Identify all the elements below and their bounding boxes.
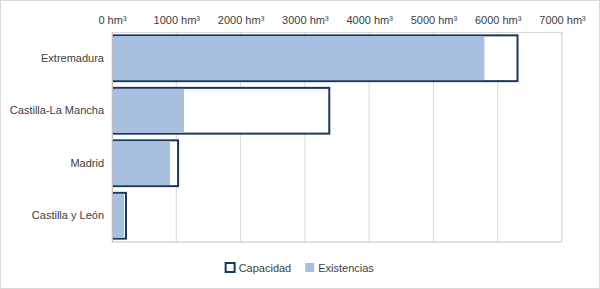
plot-frame — [112, 242, 562, 243]
x-tick: 3000 hm³ — [282, 14, 329, 32]
chart: 0 hm³ 1000 hm³ 2000 hm³ 3000 hm³ 4000 hm³ 500… — [0, 0, 600, 289]
x-tick-label: 4000 hm³ — [346, 14, 393, 26]
y-tick: Castilla y León — [32, 209, 112, 221]
x-tick: 6000 hm³ — [475, 14, 522, 32]
bar-capacidad — [113, 35, 518, 81]
plot: 0 hm³ 1000 hm³ 2000 hm³ 3000 hm³ 4000 hm³ 500… — [10, 14, 586, 242]
y-axis: Extremadura Castilla-La Mancha Madrid Casti… — [10, 32, 113, 242]
x-tick: 2000 hm³ — [218, 14, 265, 32]
x-tick-label: 1000 hm³ — [154, 14, 201, 26]
bar-capacidad — [113, 193, 126, 239]
y-tick-label: Castilla-La Mancha — [10, 104, 105, 116]
y-tick: Castilla-La Mancha — [10, 104, 112, 116]
y-tick-label: Castilla y León — [32, 209, 104, 221]
x-tick-label: 7000 hm³ — [539, 14, 586, 26]
grid — [112, 32, 562, 242]
x-axis: 0 hm³ 1000 hm³ 2000 hm³ 3000 hm³ 4000 hm³ 500… — [98, 14, 586, 33]
plot-frame — [562, 32, 563, 242]
legend-swatch — [305, 263, 314, 272]
bars — [112, 35, 518, 238]
legend-label: Capacidad — [239, 262, 292, 274]
x-tick: 7000 hm³ — [539, 14, 586, 32]
bar-existencias — [112, 194, 124, 238]
x-tick-label: 0 hm³ — [98, 14, 126, 26]
legend-label: Existencias — [318, 262, 374, 274]
grid-line — [562, 32, 563, 242]
x-tick: 1000 hm³ — [154, 14, 201, 32]
legend-item: Existencias — [305, 262, 374, 274]
x-tick: 0 hm³ — [98, 14, 126, 32]
x-tick: 5000 hm³ — [411, 14, 458, 32]
x-axis-line — [113, 32, 563, 33]
bar-capacidad — [113, 88, 329, 134]
y-tick-label: Madrid — [70, 157, 104, 169]
bar-existencias — [112, 141, 170, 185]
grid-line — [112, 32, 113, 242]
x-tick-label: 5000 hm³ — [411, 14, 458, 26]
legend: Capacidad Existencias — [226, 262, 375, 274]
chart-border — [1, 1, 600, 289]
y-tick: Extremadura — [41, 52, 112, 64]
x-tick: 4000 hm³ — [346, 14, 393, 32]
legend-item: Capacidad — [226, 262, 292, 274]
bar-capacidad — [113, 140, 178, 186]
y-tick: Madrid — [70, 157, 112, 169]
y-tick-label: Extremadura — [41, 52, 105, 64]
x-tick-label: 2000 hm³ — [218, 14, 265, 26]
legend-swatch — [226, 263, 235, 272]
x-tick-label: 3000 hm³ — [282, 14, 329, 26]
y-axis-line — [112, 32, 113, 242]
bar-existencias — [112, 36, 484, 80]
bar-existencias — [112, 89, 184, 133]
x-tick-label: 6000 hm³ — [475, 14, 522, 26]
